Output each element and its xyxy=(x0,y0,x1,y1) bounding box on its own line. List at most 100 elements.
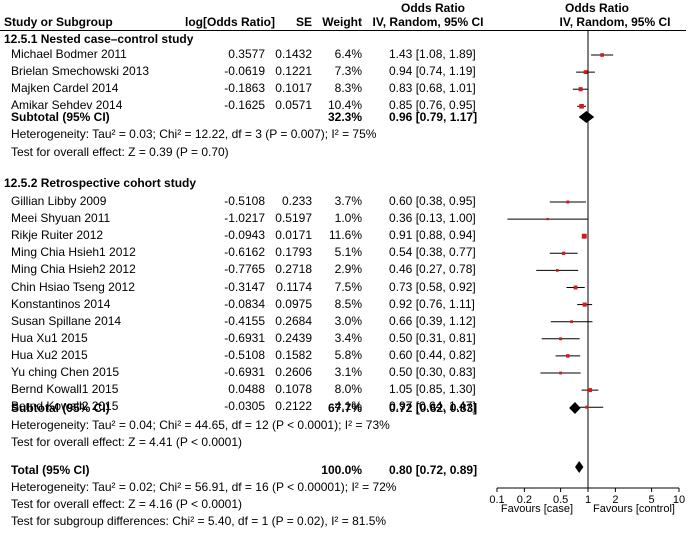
study-se: 0.1793 xyxy=(275,245,312,260)
study-log-or: -0.1863 xyxy=(224,81,265,96)
study-weight: 7.3% xyxy=(334,64,362,79)
study-se: 0.233 xyxy=(281,194,312,208)
study-log-or: -0.0305 xyxy=(224,399,265,414)
study-weight: 3.0% xyxy=(334,313,362,328)
group2-subtotal-label: Subtotal (95% CI) xyxy=(11,401,110,415)
study-se: 0.0975 xyxy=(275,296,312,311)
study-se: 0.1174 xyxy=(276,279,312,294)
total-overall-effect: Test for overall effect: Z = 4.16 (P < 0… xyxy=(11,497,243,511)
study-log-or: -0.0834 xyxy=(224,296,265,311)
study-log-or: -0.5108 xyxy=(224,347,265,362)
x-axis-tick-label: 0.5 xyxy=(553,494,568,506)
study-se: 0.1078 xyxy=(275,382,312,397)
header-rule xyxy=(0,30,686,31)
study-log-or: -0.7765 xyxy=(224,262,265,277)
favours-control-label: Favours [control] xyxy=(593,503,675,515)
group2-subtotal-ci: 0.72 [0.62, 0.83] xyxy=(389,401,478,415)
study-point-marker xyxy=(583,70,588,75)
study-se: 0.2684 xyxy=(275,313,312,328)
x-axis-tick-label: 10 xyxy=(673,494,685,506)
subgroup-differences: Test for subgroup differences: Chi² = 5.… xyxy=(11,514,387,528)
group1-overall-effect: Test for overall effect: Z = 0.39 (P = 0… xyxy=(11,145,229,159)
study-log-or: -1.0217 xyxy=(224,211,265,226)
study-weight: 4.1% xyxy=(334,399,362,414)
favours-case-label: Favours [case] xyxy=(500,503,574,515)
study-point-marker xyxy=(570,320,573,324)
study-weight: 8.5% xyxy=(334,296,362,311)
total-ci: 0.80 [0.72, 0.89] xyxy=(389,463,478,477)
study-point-marker xyxy=(546,217,549,221)
study-weight: 8.0% xyxy=(334,382,362,397)
study-log-or: -0.6931 xyxy=(224,330,265,345)
study-se: 0.2439 xyxy=(275,330,312,345)
study-se: 0.1221 xyxy=(275,64,312,79)
study-name: Yu ching Chen 2015 xyxy=(11,365,120,379)
group2-title: 12.5.2 Retrospective cohort study xyxy=(4,176,197,190)
study-name: Michael Bodmer 2011 xyxy=(11,47,127,61)
col-se-header: SE xyxy=(295,15,312,29)
x-axis-tick-label: 0.2 xyxy=(517,494,532,506)
study-se: 0.1582 xyxy=(275,347,312,362)
study-point-marker xyxy=(581,233,587,239)
group2-heterogeneity: Heterogeneity: Tau² = 0.04; Chi² = 44.65… xyxy=(11,418,390,432)
study-name: Chin Hsiao Tseng 2012 xyxy=(11,279,135,294)
plot-or-method-header: IV, Random, 95% CI xyxy=(559,15,671,29)
pooled-diamond xyxy=(578,111,595,123)
study-name: Bernd Kowall2 2015 xyxy=(11,399,119,414)
study-name: Susan Spillane 2014 xyxy=(11,313,122,328)
study-ci: 0.60 [0.38, 0.95] xyxy=(389,194,476,208)
study-weight: 10.4% xyxy=(327,98,362,113)
study-weight: 3.7% xyxy=(334,194,362,208)
study-name: Ming Chia Hsieh1 2012 xyxy=(11,245,136,260)
study-point-marker xyxy=(582,302,587,307)
study-log-or: -0.0943 xyxy=(224,228,265,243)
study-log-or: -0.5108 xyxy=(224,194,265,208)
x-axis-tick-label: 1 xyxy=(585,494,591,506)
study-point-marker xyxy=(573,285,578,290)
study-point-marker xyxy=(579,104,584,109)
study-ci: 0.92 [0.76, 1.11] xyxy=(389,296,475,311)
study-ci: 0.46 [0.27, 0.78] xyxy=(389,262,476,277)
group1-subtotal-weight: 32.3% xyxy=(327,110,362,124)
study-weight: 3.4% xyxy=(334,330,362,345)
study-weight: 3.1% xyxy=(334,365,362,379)
study-name: Bernd Kowall1 2015 xyxy=(11,382,119,397)
study-log-or: -0.6162 xyxy=(224,245,265,260)
pooled-diamond xyxy=(569,402,581,414)
study-weight: 11.6% xyxy=(328,228,362,243)
study-log-or: -0.3147 xyxy=(224,279,265,294)
study-name: Meei Shyuan 2011 xyxy=(11,211,111,226)
study-ci: 0.50 [0.30, 0.83] xyxy=(389,365,476,379)
study-point-marker xyxy=(566,200,570,204)
study-name: Hua Xu2 2015 xyxy=(11,347,88,362)
study-name: Konstantinos 2014 xyxy=(11,296,111,311)
study-ci: 1.05 [0.85, 1.30] xyxy=(389,382,476,397)
col-log-or-header: log[Odds Ratio] xyxy=(185,15,275,29)
study-point-marker xyxy=(585,405,589,409)
study-weight: 8.3% xyxy=(334,81,362,96)
study-weight: 2.9% xyxy=(334,262,362,277)
plot-or-top-header: Odds Ratio xyxy=(564,1,629,15)
study-se: 0.5197 xyxy=(275,211,312,226)
study-name: Hua Xu1 2015 xyxy=(11,330,88,345)
study-ci: 1.43 [1.08, 1.89] xyxy=(389,47,476,61)
study-weight: 5.8% xyxy=(334,347,362,362)
x-axis-tick-label: 2 xyxy=(612,494,618,506)
group1-subtotal-ci: 0.96 [0.79, 1.17] xyxy=(389,110,478,124)
study-name: Gillian Libby 2009 xyxy=(11,194,107,208)
study-se: 0.0571 xyxy=(275,98,312,113)
col-or-top-header: Odds Ratio xyxy=(400,1,465,15)
study-ci: 0.54 [0.38, 0.77] xyxy=(389,245,476,260)
study-ci: 0.85 [0.76, 0.95] xyxy=(389,98,476,113)
col-weight-header: Weight xyxy=(322,15,362,29)
group1-heterogeneity: Heterogeneity: Tau² = 0.03; Chi² = 12.22… xyxy=(11,127,377,141)
study-ci: 0.94 [0.74, 1.19] xyxy=(389,64,476,79)
study-log-or: 0.0488 xyxy=(228,382,265,397)
study-point-marker xyxy=(600,53,604,57)
study-point-marker xyxy=(562,251,566,255)
study-point-marker xyxy=(566,354,570,358)
total-label: Total (95% CI) xyxy=(11,463,90,477)
group1-subtotal-label: Subtotal (95% CI) xyxy=(11,110,110,124)
study-point-marker xyxy=(578,87,583,92)
